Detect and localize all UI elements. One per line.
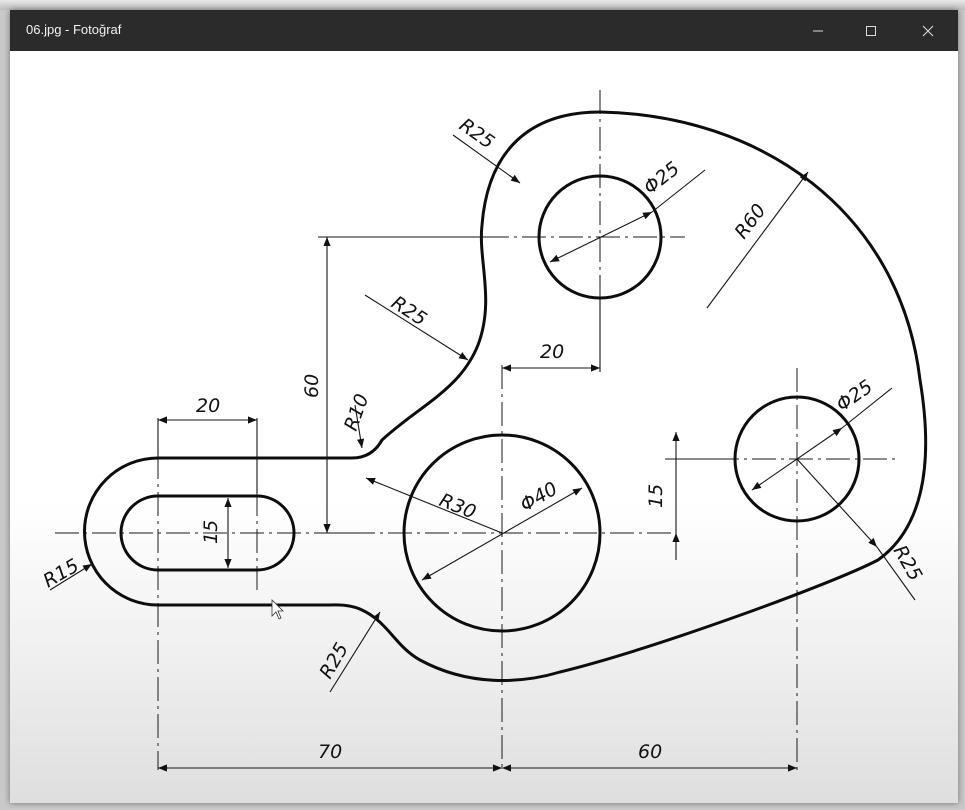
mouse-cursor-icon: [271, 599, 284, 620]
dim-offset-15: 15: [645, 484, 667, 508]
dim-r10: R10: [340, 391, 373, 434]
close-button[interactable]: [905, 10, 951, 51]
close-icon: [922, 25, 934, 36]
dim-r15: R15: [40, 555, 83, 593]
dim-dia25-right: Φ25: [832, 376, 877, 416]
dim-r30: R30: [436, 489, 479, 523]
minimize-button[interactable]: [795, 10, 841, 51]
background-app-strip: [0, 0, 965, 10]
technical-drawing: 20 15 60 R15 R10 R25 R25 Φ25 R60 20 R30 …: [40, 90, 928, 772]
minimize-icon: [813, 30, 823, 31]
extension-lines: [157, 236, 735, 534]
center-lines: [55, 90, 895, 770]
dim-horizontal-60: 60: [638, 741, 662, 763]
title-bar[interactable]: 06.jpg - Fotoğraf: [10, 10, 958, 51]
dim-slot-length: 20: [196, 395, 220, 417]
dim-r25-bottom: R25: [315, 639, 353, 682]
dim-r60: R60: [730, 200, 770, 243]
outer-contour: [83, 110, 928, 682]
dim-slot-width: 15: [200, 520, 222, 544]
slot: [119, 494, 296, 572]
dim-dia25-top: Φ25: [640, 158, 684, 199]
maximize-button[interactable]: [848, 10, 894, 51]
photos-window: 06.jpg - Fotoğraf: [10, 10, 958, 803]
dim-horizontal-70: 70: [318, 741, 342, 763]
dim-dia40: Φ40: [517, 478, 562, 517]
main-hole-dia40: [402, 433, 602, 633]
maximize-icon: [866, 25, 876, 36]
dim-offset-20: 20: [540, 341, 564, 363]
dimension-lines: [49, 134, 916, 772]
dim-r25-left-arc: R25: [387, 292, 430, 331]
window-title: 06.jpg - Fotoğraf: [26, 22, 122, 37]
image-viewport[interactable]: 20 15 60 R15 R10 R25 R25 Φ25 R60 20 R30 …: [10, 51, 958, 803]
dim-r25-right: R25: [889, 542, 927, 585]
dim-height-60: 60: [301, 374, 323, 398]
dim-r25-top: R25: [455, 114, 498, 153]
